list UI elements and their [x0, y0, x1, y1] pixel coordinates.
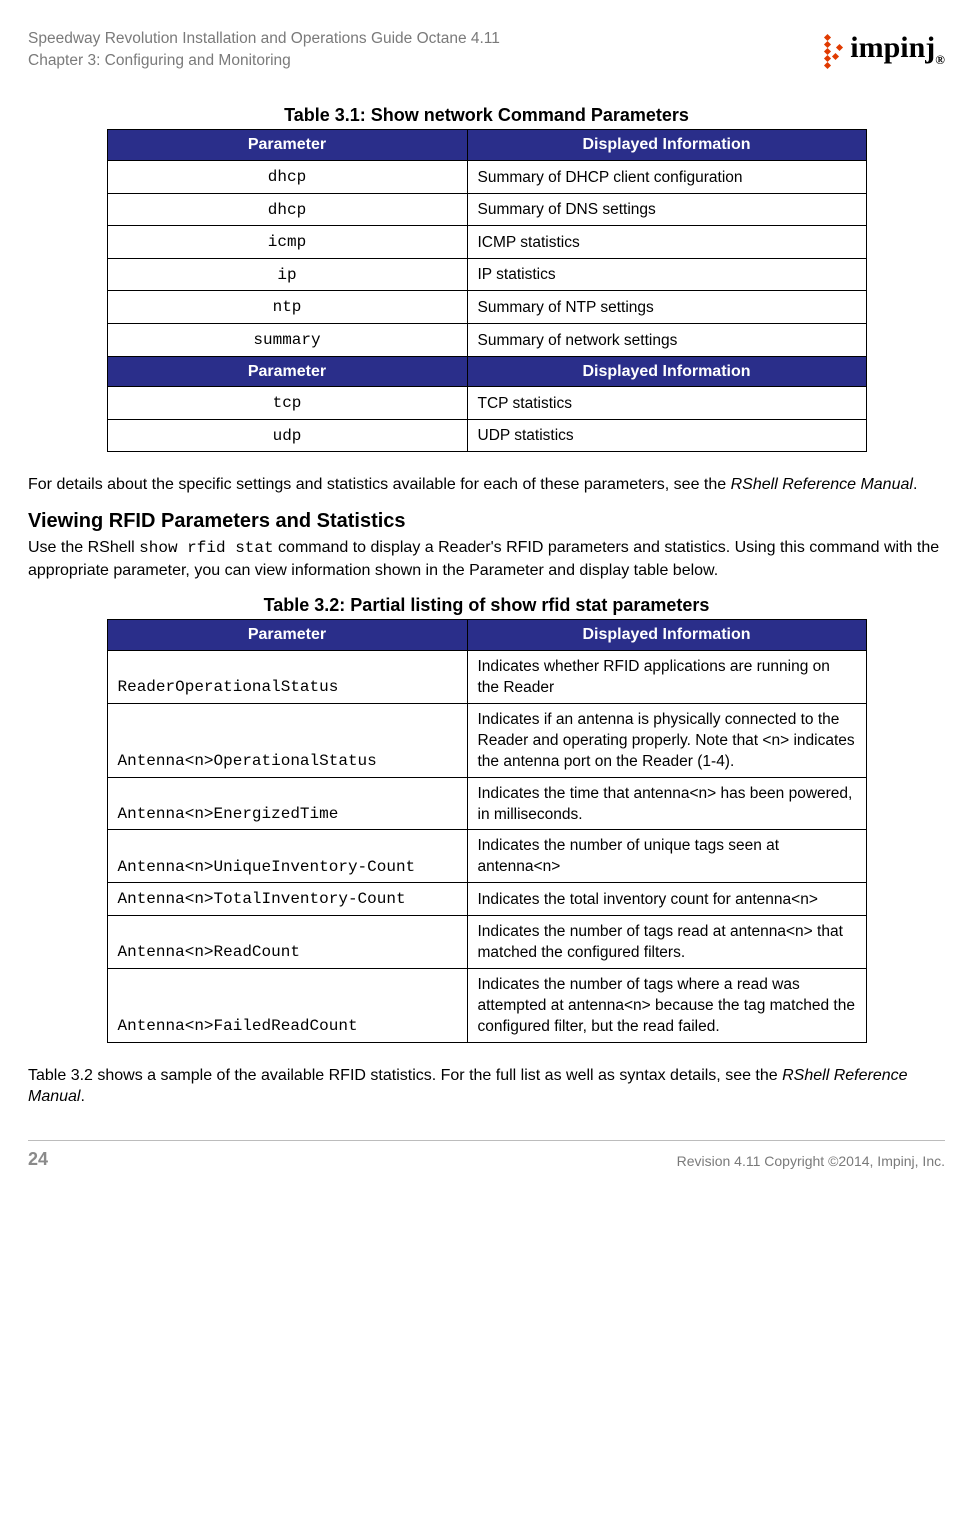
table-row: dhcpSummary of DNS settings	[107, 193, 866, 226]
table-row: udpUDP statistics	[107, 419, 866, 452]
table-row: tcpTCP statistics	[107, 387, 866, 420]
page-header: Speedway Revolution Installation and Ope…	[28, 28, 945, 75]
table-row: ReaderOperationalStatusIndicates whether…	[107, 651, 866, 704]
revision-text: Revision 4.11 Copyright ©2014, Impinj, I…	[677, 1152, 945, 1171]
page-footer: 24 Revision 4.11 Copyright ©2014, Impinj…	[28, 1140, 945, 1171]
table-row: icmpICMP statistics	[107, 226, 866, 259]
table-row: Antenna<n>TotalInventory-CountIndicates …	[107, 883, 866, 916]
command-inline: show rfid stat	[139, 539, 273, 557]
table-row: ipIP statistics	[107, 258, 866, 291]
logo: impinj®	[825, 28, 945, 75]
rshell-ref: RShell Reference Manual	[731, 476, 913, 493]
header-title-block: Speedway Revolution Installation and Ope…	[28, 28, 500, 71]
table-header-cell: Parameter	[107, 620, 467, 651]
table-3-2-caption: Table 3.2: Partial listing of show rfid …	[28, 593, 945, 617]
paragraph-3: Table 3.2 shows a sample of the availabl…	[28, 1065, 945, 1108]
logo-dots-icon	[825, 35, 847, 69]
table-header-row: Parameter Displayed Information	[107, 620, 866, 651]
table-row: dhcpSummary of DHCP client configuration	[107, 160, 866, 193]
table-row: Antenna<n>UniqueInventory-CountIndicates…	[107, 830, 866, 883]
table-header-cell: Parameter	[107, 356, 467, 387]
table-row: Antenna<n>FailedReadCountIndicates the n…	[107, 968, 866, 1042]
table-row: summarySummary of network settings	[107, 323, 866, 356]
table-header-cell: Displayed Information	[467, 356, 866, 387]
header-line-2: Chapter 3: Configuring and Monitoring	[28, 50, 500, 72]
table-header-row: Parameter Displayed Information	[107, 356, 866, 387]
paragraph-1: For details about the specific settings …	[28, 474, 945, 496]
table-header-cell: Displayed Information	[467, 620, 866, 651]
table-row: ntpSummary of NTP settings	[107, 291, 866, 324]
section-heading: Viewing RFID Parameters and Statistics	[28, 508, 945, 535]
table-row: Antenna<n>OperationalStatusIndicates if …	[107, 703, 866, 777]
paragraph-2: Use the RShell show rfid stat command to…	[28, 537, 945, 581]
table-header-row: Parameter Displayed Information	[107, 130, 866, 161]
logo-text: impinj®	[825, 28, 945, 69]
table-3-1: Parameter Displayed Information dhcpSumm…	[107, 129, 867, 452]
page-number: 24	[28, 1147, 48, 1171]
table-3-1-caption: Table 3.1: Show network Command Paramete…	[28, 103, 945, 127]
table-3-2: Parameter Displayed Information ReaderOp…	[107, 619, 867, 1042]
registered-icon: ®	[935, 51, 945, 69]
table-row: Antenna<n>EnergizedTimeIndicates the tim…	[107, 777, 866, 830]
header-line-1: Speedway Revolution Installation and Ope…	[28, 28, 500, 50]
table-row: Antenna<n>ReadCountIndicates the number …	[107, 915, 866, 968]
table-header-cell: Displayed Information	[467, 130, 866, 161]
table-header-cell: Parameter	[107, 130, 467, 161]
